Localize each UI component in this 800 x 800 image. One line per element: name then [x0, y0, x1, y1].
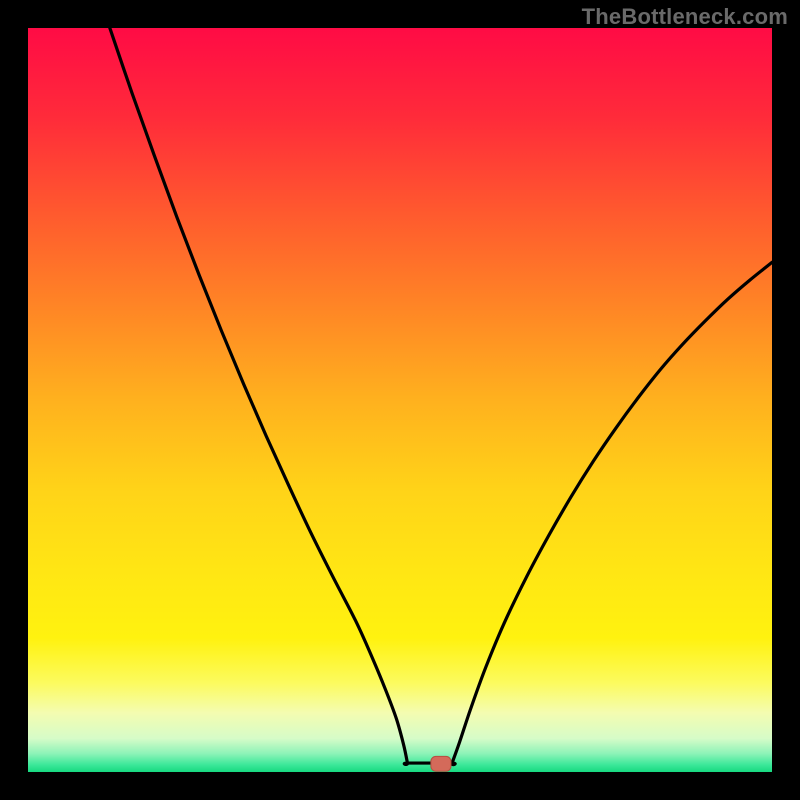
bottleneck-chart: TheBottleneck.com	[0, 0, 800, 800]
optimal-point-marker	[431, 756, 451, 771]
watermark-text: TheBottleneck.com	[582, 4, 788, 30]
chart-svg	[0, 0, 800, 800]
